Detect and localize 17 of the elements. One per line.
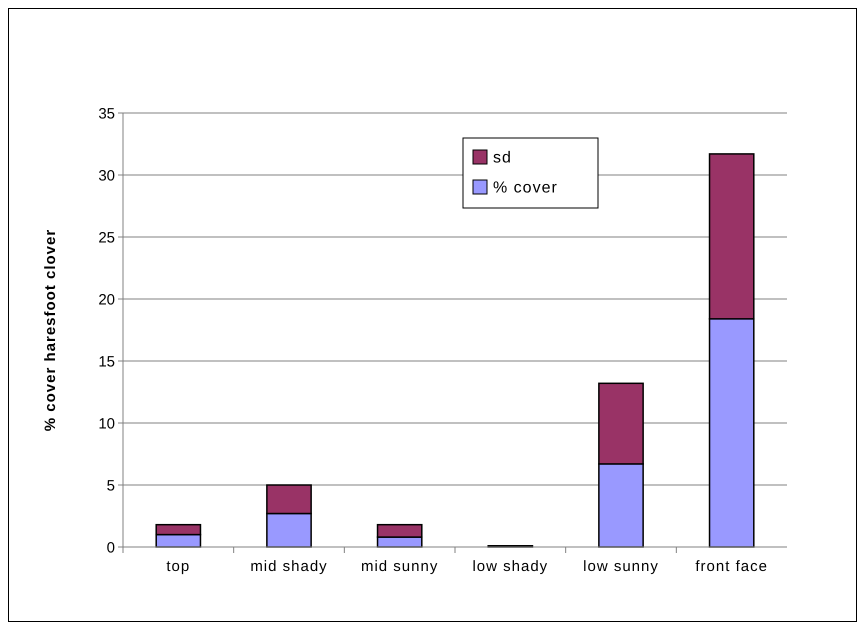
x-tick-label: mid shady bbox=[250, 558, 328, 575]
x-tick-label: low shady bbox=[472, 558, 548, 575]
y-tick-label: 25 bbox=[98, 229, 115, 246]
legend-label: sd bbox=[493, 150, 512, 167]
x-tick-label: low sunny bbox=[583, 558, 659, 575]
x-tick-label: front face bbox=[695, 558, 768, 575]
y-tick-label: 5 bbox=[106, 477, 115, 494]
legend-label: % cover bbox=[493, 180, 558, 197]
x-tick-label: top bbox=[166, 558, 190, 575]
y-tick-label: 30 bbox=[98, 167, 115, 184]
y-tick-label: 0 bbox=[106, 539, 115, 556]
y-tick-label: 15 bbox=[98, 353, 115, 370]
y-tick-label: 10 bbox=[98, 415, 115, 432]
y-tick-label: 35 bbox=[98, 105, 115, 122]
y-axis-title: % cover haresfoot clover bbox=[42, 228, 59, 432]
y-tick-label: 20 bbox=[98, 291, 115, 308]
x-tick-label: mid sunny bbox=[360, 558, 438, 575]
